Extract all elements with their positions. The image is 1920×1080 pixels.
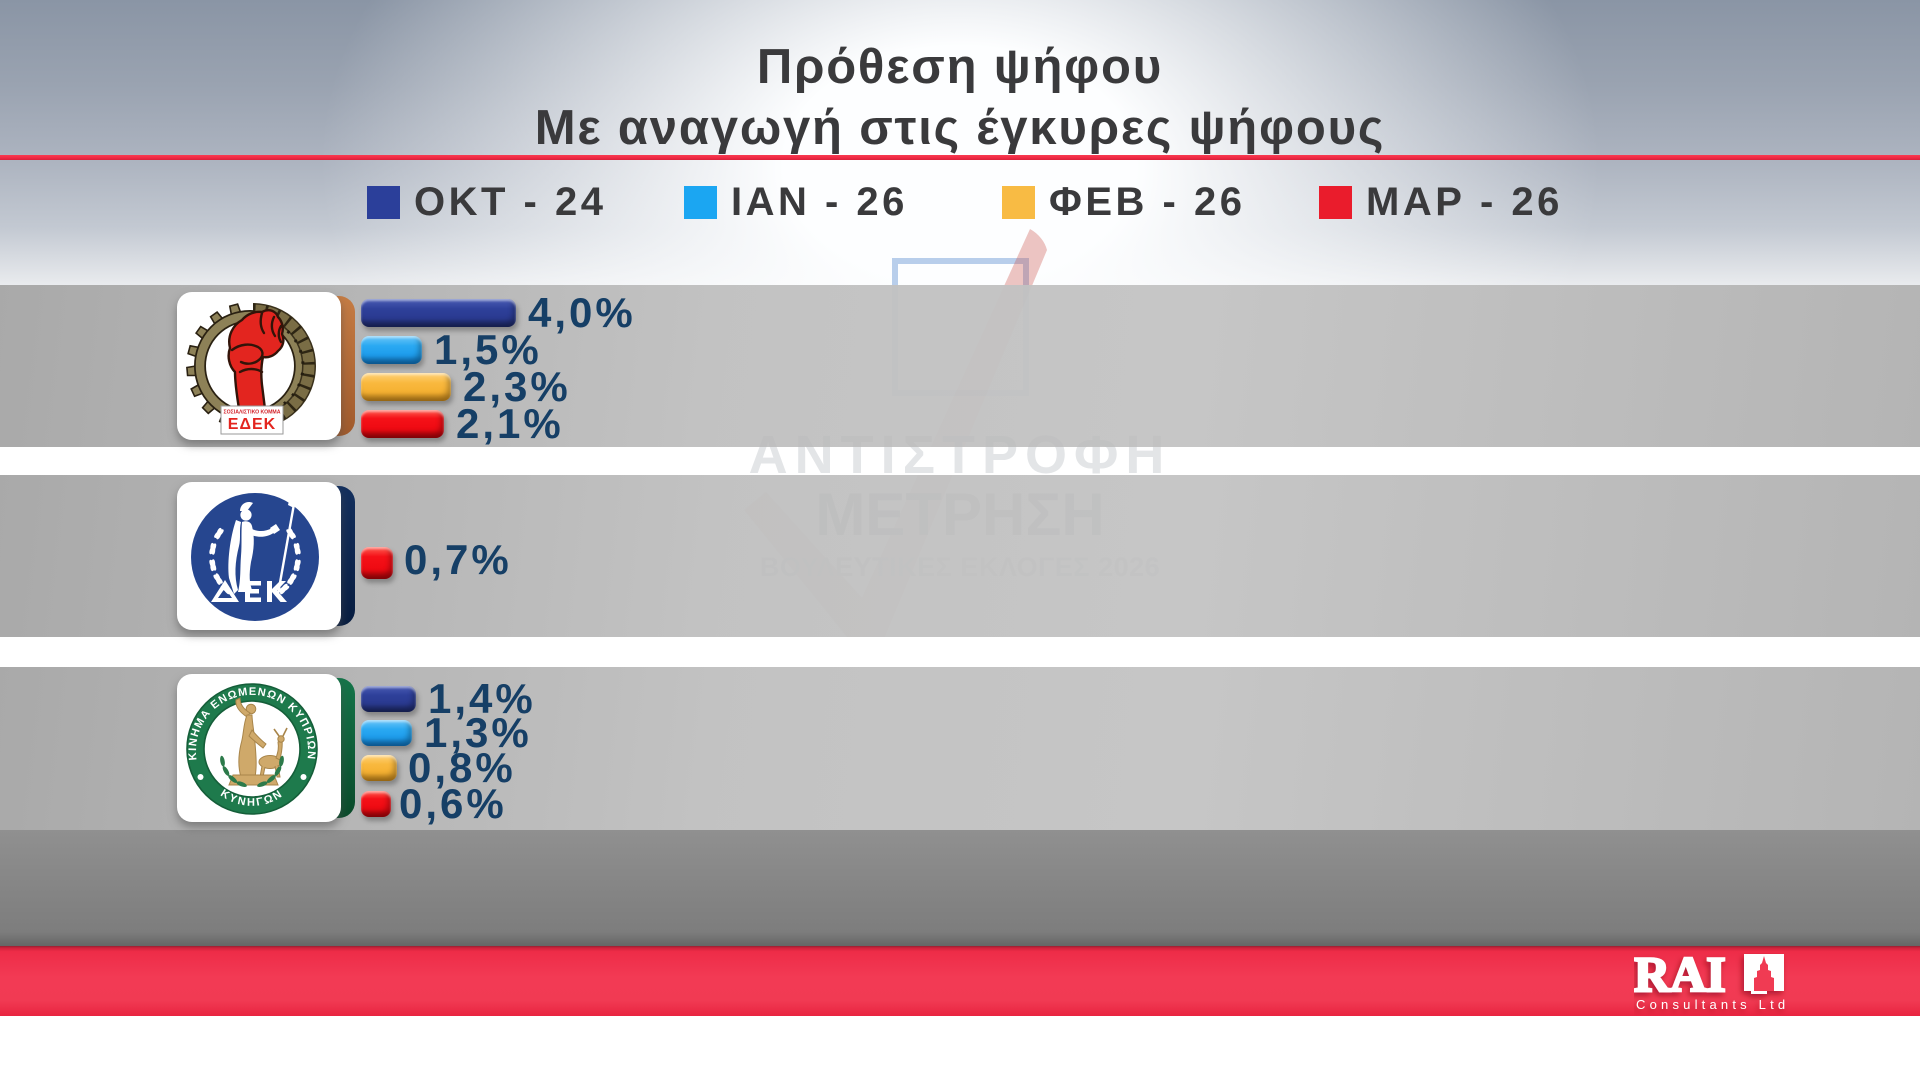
svg-text:Consultants Ltd: Consultants Ltd bbox=[1636, 997, 1789, 1012]
svg-text:ΕΔΕΚ: ΕΔΕΚ bbox=[228, 416, 276, 433]
svg-text:RAI: RAI bbox=[1634, 953, 1726, 1002]
svg-text:ΣΟΣΙΑΛΙΣΤΙΚΟ ΚΟΜΜΑ: ΣΟΣΙΑΛΙΣΤΙΚΟ ΚΟΜΜΑ bbox=[224, 410, 281, 416]
